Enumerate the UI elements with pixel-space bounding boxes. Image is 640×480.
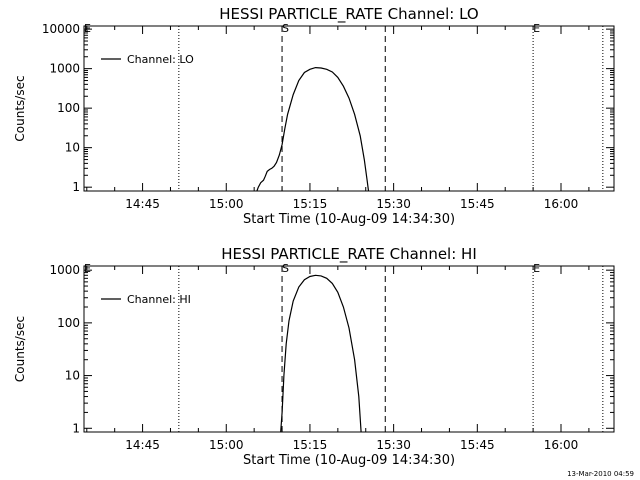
event-marker-s: S [282, 262, 289, 275]
chart-panel-lo: HESSI PARTICLE_RATE Channel: LO 14:45 15:0… [13, 5, 615, 227]
event-marker-e: E [84, 22, 91, 35]
x-tick-label: 15:15 [293, 197, 328, 211]
y-tick-label: 10 [65, 141, 80, 155]
y-tick-label: 100 [57, 101, 80, 115]
y-tick-label: 10 [65, 369, 80, 383]
plot-frame [83, 265, 615, 433]
x-tick-label: 15:30 [376, 197, 411, 211]
event-marker-s: S [282, 22, 289, 35]
timestamp-stamp: 13-Mar-2010 04:59 [567, 470, 634, 478]
plot-frame [83, 25, 615, 192]
x-tick-label: 15:30 [376, 438, 411, 452]
x-tick-label: 14:45 [125, 197, 160, 211]
x-tick-label: 14:45 [125, 438, 160, 452]
y-tick-label: 1000 [49, 263, 80, 277]
event-marker-e: E [84, 262, 91, 275]
series-line [256, 66, 370, 192]
chart-title: HESSI PARTICLE_RATE Channel: HI [221, 245, 477, 264]
y-tick-label: 10000 [42, 22, 80, 36]
chart-title: HESSI PARTICLE_RATE Channel: LO [219, 5, 478, 24]
x-tick-label: 15:00 [209, 438, 244, 452]
series-line [280, 274, 362, 433]
legend-label: Channel: LO [127, 53, 194, 66]
y-tick-label: 1 [72, 421, 80, 435]
x-tick-label: 15:45 [460, 197, 495, 211]
event-marker-e: E [533, 22, 540, 35]
x-tick-label: 15:45 [460, 438, 495, 452]
chart-panel-hi: HESSI PARTICLE_RATE Channel: HI 14:45 15:0… [13, 245, 615, 468]
event-marker-e: E [533, 262, 540, 275]
x-tick-label: 15:15 [293, 438, 328, 452]
y-axis-label: Counts/sec [13, 75, 27, 141]
y-tick-label: 100 [57, 316, 80, 330]
x-tick-label: 16:00 [544, 438, 579, 452]
x-tick-label: 15:00 [209, 197, 244, 211]
y-tick-label: 1000 [49, 62, 80, 76]
x-axis-label: Start Time (10-Aug-09 14:34:30) [243, 453, 455, 468]
y-tick-label: 1 [72, 180, 80, 194]
x-tick-label: 16:00 [544, 197, 579, 211]
y-axis-label: Counts/sec [13, 316, 27, 382]
x-axis-label: Start Time (10-Aug-09 14:34:30) [243, 212, 455, 227]
legend-label: Channel: HI [127, 293, 191, 306]
